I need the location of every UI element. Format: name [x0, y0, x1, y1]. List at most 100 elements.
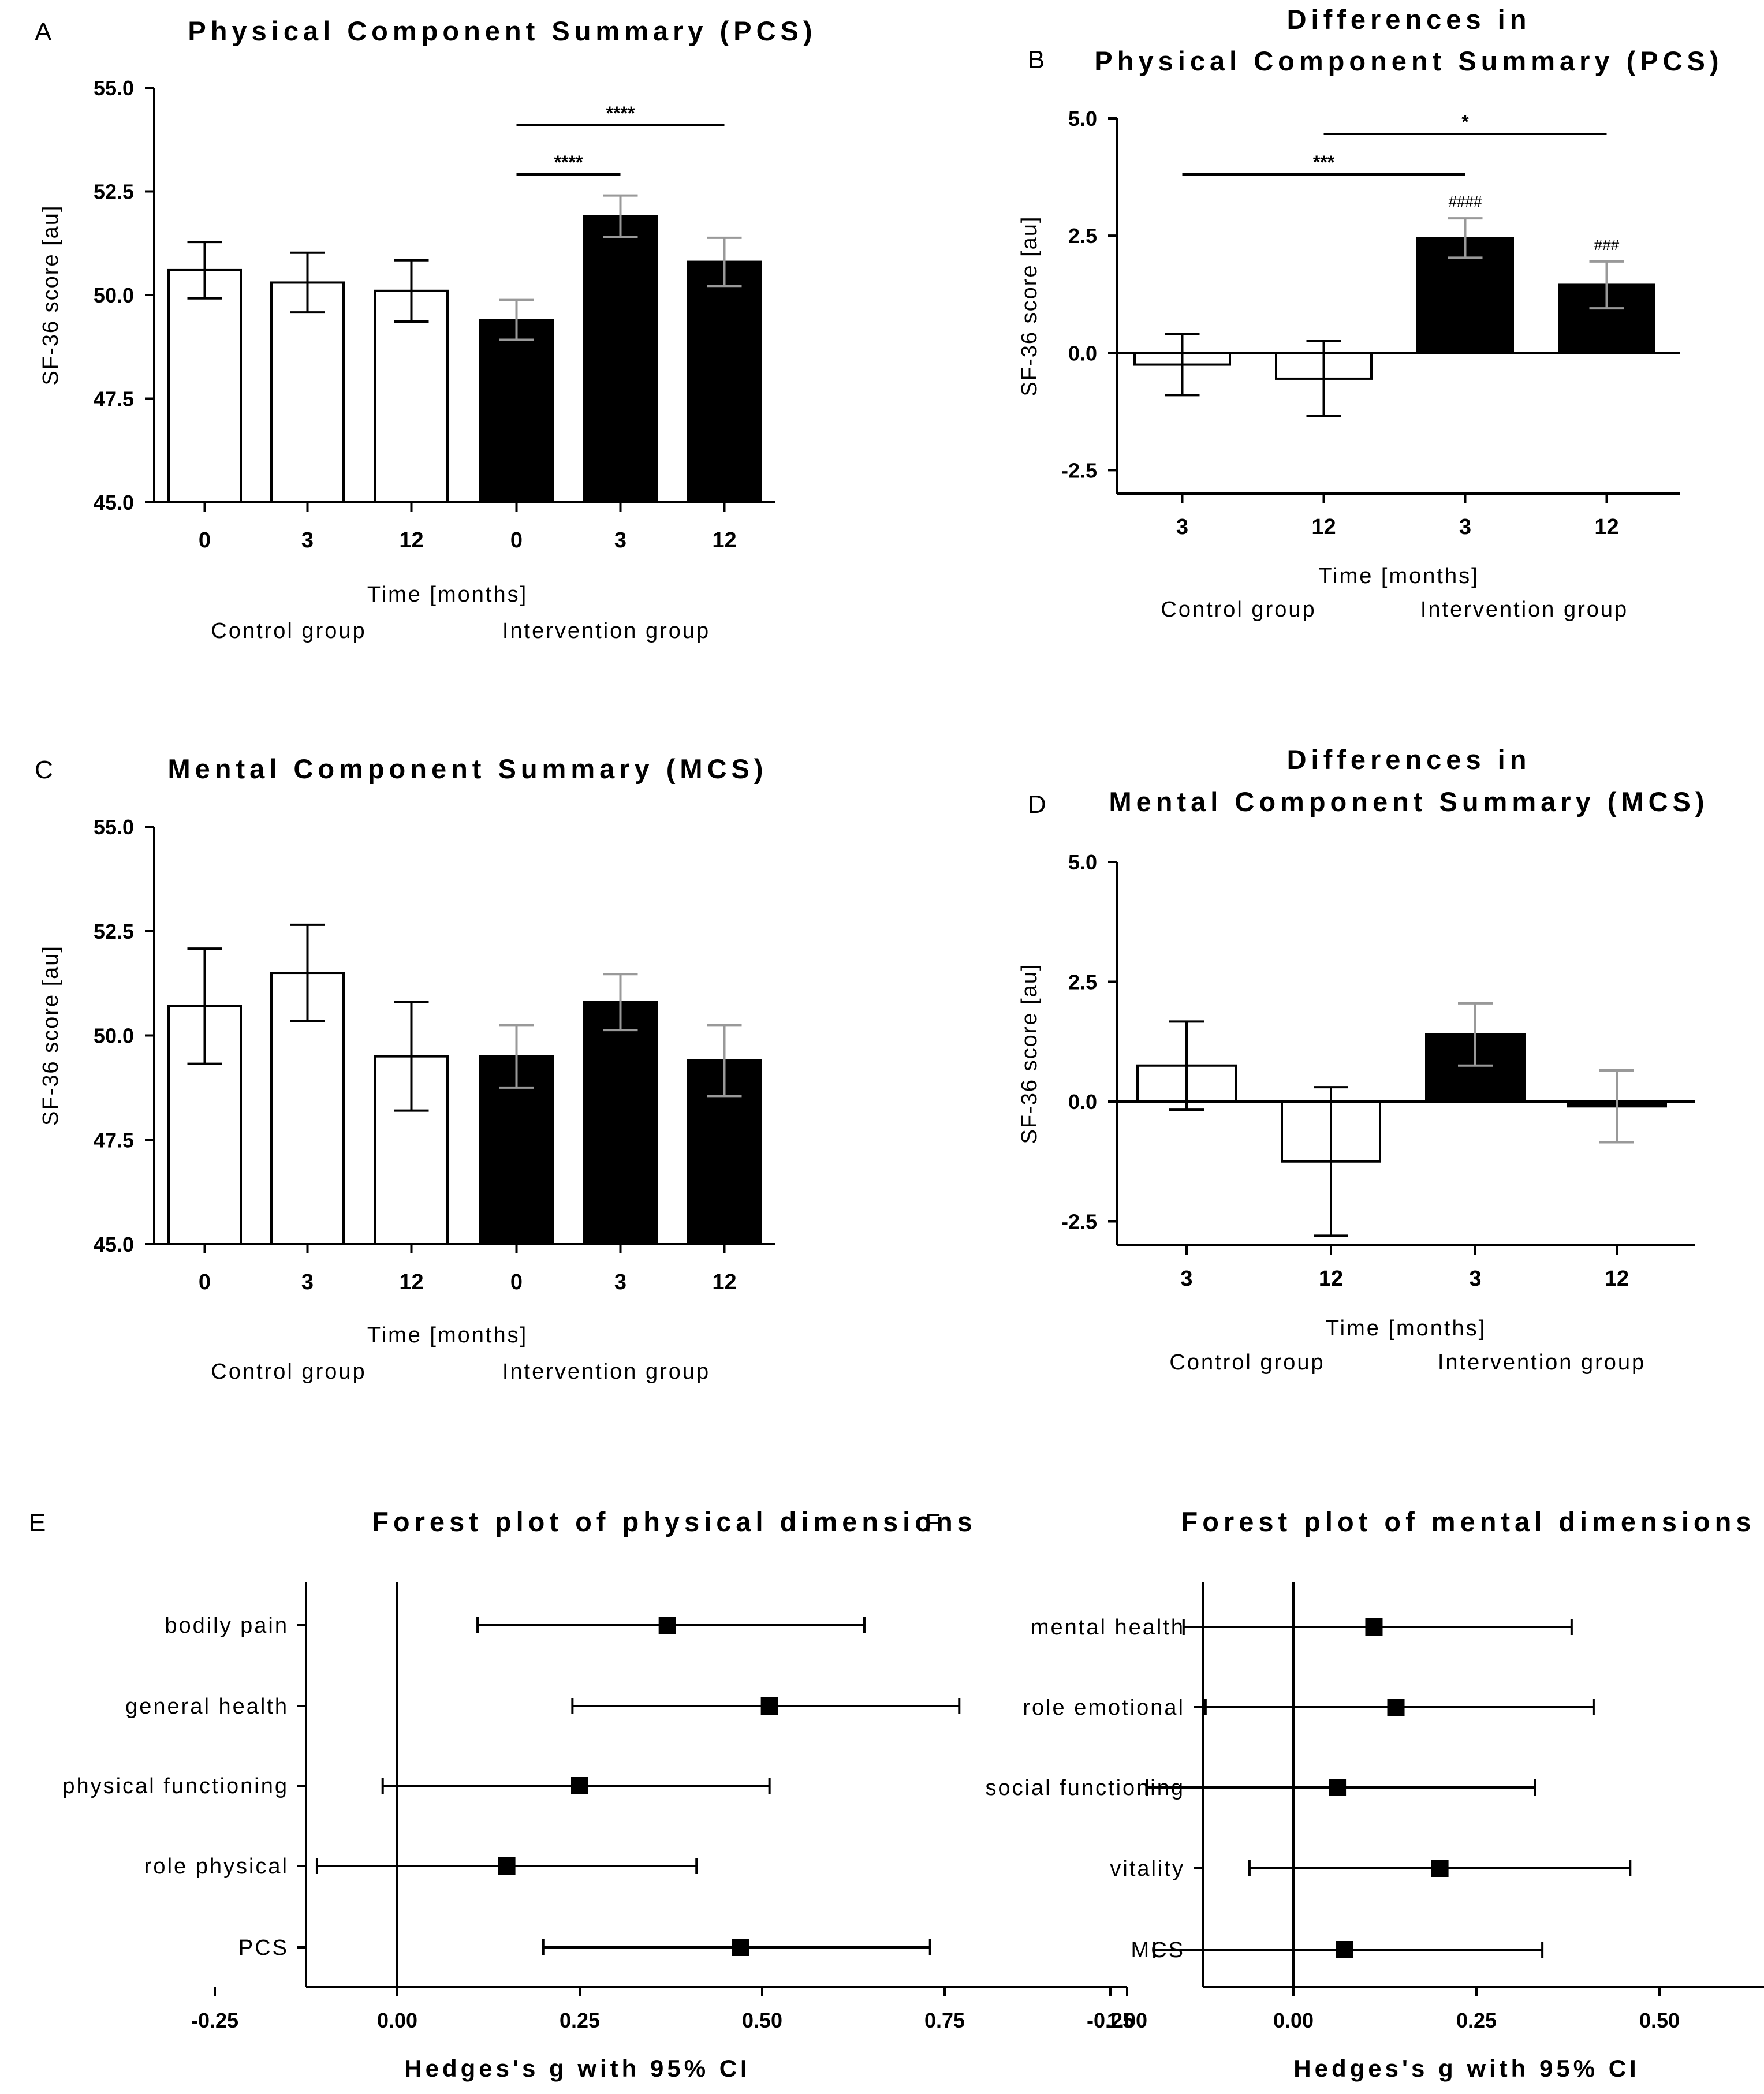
- x-tick-label: 3: [614, 1270, 626, 1294]
- y-tick-label: 5.0: [1068, 107, 1097, 130]
- chart-title: Physical Component Summary (PCS): [1094, 46, 1723, 76]
- x-tick-label: -0.25: [1087, 2009, 1134, 2032]
- estimate-marker: [1365, 1618, 1383, 1636]
- row-label: general health: [125, 1694, 289, 1719]
- estimate-marker: [658, 1617, 676, 1634]
- x-tick-label: 12: [1594, 515, 1618, 539]
- x-axis-title: Time [months]: [367, 1323, 528, 1348]
- significance-label: ***: [1313, 152, 1335, 173]
- y-tick-label: 55.0: [94, 815, 134, 839]
- panel-d: D Differences in Mental Component Summary …: [1017, 744, 1709, 1375]
- group-label: Control group: [1169, 1350, 1325, 1375]
- chart-title: Mental Component Summary (MCS): [1109, 786, 1709, 817]
- estimate-marker: [732, 1939, 749, 1956]
- panel-letter: F: [925, 1509, 941, 1537]
- x-tick-label: 3: [1459, 515, 1471, 539]
- group-label: Intervention group: [502, 619, 710, 643]
- x-tick-label: 12: [1319, 1267, 1343, 1291]
- y-tick-label: 5.0: [1068, 850, 1097, 874]
- panel-e: E Forest plot of physical dimensions -0.25…: [29, 1506, 1147, 2082]
- y-axis-label: SF-36 score [au]: [1017, 964, 1042, 1144]
- y-tick-label: 55.0: [94, 76, 134, 100]
- x-axis-title: Time [months]: [1318, 564, 1479, 588]
- x-tick-label: 1.00: [1107, 2009, 1147, 2032]
- y-tick-label: 52.5: [94, 180, 134, 204]
- x-tick-label: 0: [510, 1270, 523, 1294]
- x-tick-label: 12: [712, 1270, 736, 1294]
- panel-letter: B: [1028, 46, 1045, 74]
- bar: [374, 289, 449, 503]
- x-tick-label: 12: [1605, 1267, 1629, 1291]
- row-label: role emotional: [1023, 1696, 1185, 1720]
- estimate-marker: [1329, 1779, 1347, 1796]
- panel-letter: E: [29, 1509, 46, 1537]
- significance-label: ****: [606, 103, 635, 124]
- group-label: Control group: [211, 1360, 366, 1384]
- x-tick-label: 3: [301, 528, 314, 553]
- x-axis-title: Time [months]: [367, 583, 528, 607]
- row-label: role physical: [144, 1854, 289, 1879]
- x-tick-label: 0.50: [742, 2009, 782, 2032]
- y-axis-label: SF-36 score [au]: [39, 205, 63, 386]
- bar-annotation: ###: [1594, 236, 1620, 253]
- estimate-marker: [571, 1777, 588, 1794]
- group-label: Control group: [211, 619, 366, 643]
- y-tick-label: 0.0: [1068, 1090, 1097, 1114]
- y-tick-label: 45.0: [94, 491, 134, 514]
- chart-title: Differences in: [1287, 4, 1531, 35]
- bar: [270, 281, 345, 503]
- x-tick-label: 3: [614, 528, 626, 553]
- chart-title: Mental Component Summary (MCS): [167, 753, 767, 784]
- x-tick-label: 0.25: [560, 2009, 600, 2032]
- y-tick-label: 47.5: [94, 1128, 134, 1152]
- bar: [479, 319, 554, 504]
- estimate-marker: [1431, 1860, 1449, 1877]
- row-label: PCS: [238, 1936, 289, 1960]
- panel-f: F Forest plot of mental dimensions -0.25 0.…: [925, 1506, 1764, 2082]
- panel-c: C Mental Component Summary (MCS) 55.0 52.5 5…: [35, 753, 775, 1384]
- x-tick-label: 0.50: [1639, 2009, 1680, 2032]
- y-axis-label: SF-36 score [au]: [1017, 216, 1042, 397]
- group-label: Intervention group: [1420, 598, 1628, 622]
- bar: [687, 260, 762, 503]
- y-tick-label: -2.5: [1061, 458, 1097, 482]
- x-tick-label: 0: [199, 528, 211, 553]
- y-tick-label: 45.0: [94, 1233, 134, 1256]
- estimate-marker: [1336, 1941, 1353, 1958]
- significance-label: *: [1461, 111, 1469, 132]
- row-label: vitality: [1110, 1857, 1185, 1881]
- chart-title: Forest plot of physical dimensions: [372, 1506, 977, 1537]
- x-tick-label: 12: [399, 1270, 423, 1294]
- row-label: physical functioning: [62, 1774, 289, 1798]
- panel-b: B Differences in Physical Component Summar…: [1017, 4, 1723, 622]
- panel-a: A Physical Component Summary (PCS) 55.0 52.…: [35, 16, 812, 643]
- x-tick-label: -0.25: [191, 2009, 238, 2032]
- x-tick-label: 0.00: [377, 2009, 417, 2032]
- y-tick-label: 50.0: [94, 283, 134, 307]
- estimate-marker: [498, 1857, 516, 1875]
- estimate-marker: [1387, 1699, 1405, 1716]
- panel-letter: D: [1028, 790, 1046, 819]
- y-tick-label: 47.5: [94, 387, 134, 411]
- x-tick-label: 3: [1176, 515, 1188, 539]
- x-tick-label: 12: [399, 528, 423, 553]
- x-axis-title: Hedges's g with 95% CI: [1293, 2055, 1639, 2082]
- x-tick-label: 12: [1311, 515, 1336, 539]
- group-label: Control group: [1161, 598, 1316, 622]
- estimate-marker: [760, 1697, 778, 1715]
- x-tick-label: 0: [510, 528, 523, 553]
- y-tick-label: -2.5: [1061, 1210, 1097, 1234]
- bar: [167, 268, 242, 503]
- row-label: bodily pain: [165, 1614, 289, 1638]
- panel-letter: C: [35, 756, 53, 784]
- x-tick-label: 12: [712, 528, 736, 553]
- bar: [583, 215, 658, 503]
- bar-annotation: ####: [1449, 193, 1482, 210]
- y-tick-label: 50.0: [94, 1024, 134, 1048]
- x-tick-label: 3: [1469, 1267, 1481, 1291]
- y-axis-label: SF-36 score [au]: [39, 945, 63, 1126]
- x-tick-label: 0.75: [924, 2009, 965, 2032]
- panel-letter: A: [35, 18, 52, 46]
- y-tick-label: 0.0: [1068, 341, 1097, 365]
